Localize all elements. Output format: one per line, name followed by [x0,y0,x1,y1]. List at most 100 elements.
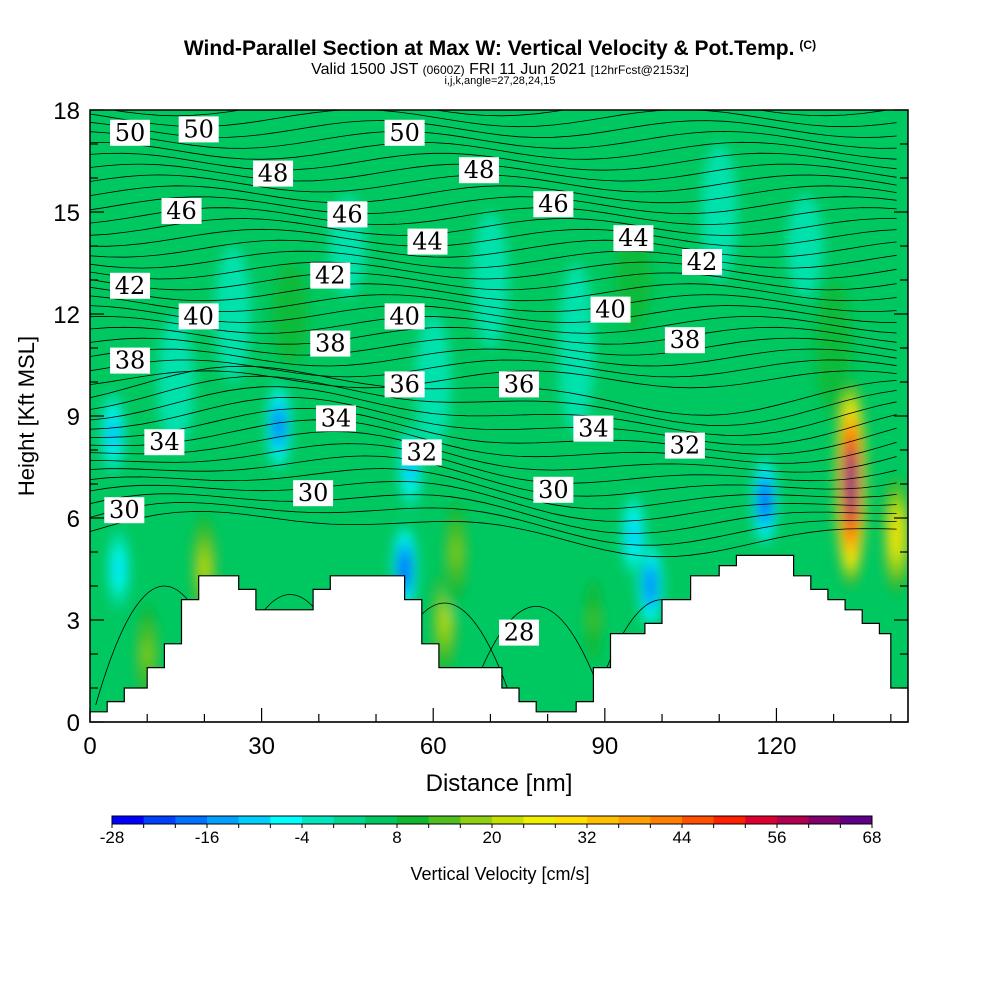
x-tick-label: 30 [248,733,275,760]
contour-label: 46 [161,197,202,225]
theta-contour-line [90,359,897,378]
contour-label-box [533,476,574,503]
terrain-profile [89,554,909,723]
theta-contour-line [90,455,897,497]
colorbar-swatch [397,816,430,824]
contour-label-text: 34 [149,428,180,456]
colorbar-swatch [618,816,651,824]
contour-label: 36 [384,370,425,398]
theta-contour-line [90,218,897,236]
theta-contour-line [90,239,897,258]
contour-label: 34 [144,428,185,456]
colorbar-swatch [745,816,778,824]
contour-label: 46 [533,190,574,218]
contour-labels: 28 30 30 30 32 32 34 34 34 36 36 38 38 38 40 40 40 42 42 42… [104,115,723,647]
colorbar-tick-label: 68 [863,828,882,847]
theta-contour-line [90,110,897,128]
downdraft-core [647,576,654,596]
colorbar-tick-label: -16 [195,828,220,847]
theta-contour-line [90,315,897,334]
theta-contour-line [90,120,897,138]
y-tick-label: 0 [67,710,80,737]
theta-contour-line [90,283,897,302]
theta-contour-line [90,396,897,446]
theta-contour-line [90,326,897,345]
theta-contour-line [90,375,897,426]
contour-label-text: 32 [407,438,438,466]
theta-contour-line [90,185,897,204]
updraft-core [590,606,597,634]
x-tick-label: 120 [756,733,796,760]
theta-contour-line [90,468,897,510]
chart-subtitle: Valid 1500 JST (0600Z) FRI 11 Jun 2021 [… [0,61,1000,79]
contour-label: 38 [110,347,151,375]
colorbar-swatch [460,816,493,824]
theta-contour-line [90,228,897,247]
valid-time: Valid 1500 JST [311,61,419,78]
colorbar-swatch [333,816,366,824]
colorbar-swatch [365,816,398,824]
downdraft-core [110,423,116,443]
y-tick-label: 12 [53,302,80,329]
contour-label-text: 46 [332,200,363,228]
contour-label-box [458,157,499,184]
contour-label-text: 32 [670,432,701,460]
contour-label-text: 50 [389,119,420,147]
copyright-mark: (C) [799,38,817,52]
contour-label-text: 50 [115,119,146,147]
contour-label-box [499,619,540,646]
contour-label-box [178,116,219,143]
downdraft-core [630,525,637,545]
colorbar-swatch [650,816,683,824]
contour-label-box [664,327,705,354]
contour-label-text: 30 [538,476,569,504]
contour-label: 38 [310,330,351,358]
contour-label-text: 44 [412,228,443,256]
contour-label-box [384,303,425,330]
chart-title-text: Wind-Parallel Section at Max W: Vertical… [183,37,795,60]
contour-label: 30 [533,476,574,504]
contour-label-box [384,371,425,398]
contour-label-text: 36 [504,370,535,398]
theta-contour-line [90,207,897,226]
theta-contour-line [90,130,897,149]
contour-label: 44 [407,228,448,256]
colorbar-swatch [777,816,810,824]
y-tick-label: 18 [53,98,80,125]
contour-label-text: 36 [389,370,420,398]
updraft-core [893,521,900,549]
y-tick-label: 3 [67,608,80,635]
colorbar-swatch [713,816,746,824]
contour-label-box [401,439,442,466]
contour-label-box [178,303,219,330]
colorbar-swatch [238,816,271,824]
colorbar-tick-label: 56 [768,828,787,847]
colorbar: -28 -16 -4 8 20 32 44 56 68 [100,815,882,847]
contour-label-box [293,480,334,507]
contour-label-text: 28 [504,619,535,647]
contour-label-text: 42 [687,248,718,276]
contour-label-box [104,497,145,524]
contour-label: 34 [573,415,614,443]
colorbar-swatch [555,816,588,824]
theta-contour-line [90,431,897,473]
velocity-streak [157,314,194,450]
contour-label: 48 [458,156,499,184]
updraft-core [847,462,854,506]
contour-label: 30 [293,479,334,507]
colorbar-swatch [840,816,873,824]
theta-contour-line [90,511,897,558]
chart-title: Wind-Parallel Section at Max W: Vertical… [0,37,1000,61]
velocity-streak [117,161,154,331]
contour-label-box [327,201,368,228]
contour-label: 42 [110,272,151,300]
theta-contour-line [467,606,606,706]
colorbar-swatch [492,816,525,824]
contour-label-box [310,262,351,289]
contour-label-text: 30 [298,479,329,507]
contour-label: 32 [664,432,705,460]
colorbar-tick-label: 20 [483,828,502,847]
theta-contour-line [90,443,897,484]
colorbar-swatch [112,816,145,824]
